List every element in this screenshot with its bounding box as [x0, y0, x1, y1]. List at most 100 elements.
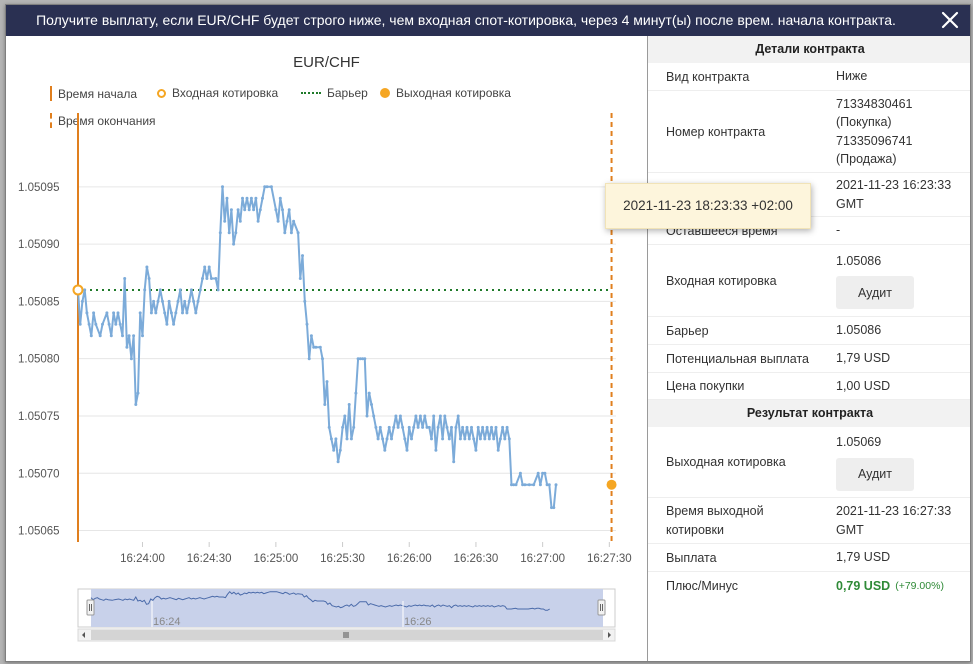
x-tick-label: 16:24:00 — [120, 553, 165, 565]
price-point — [463, 437, 467, 441]
price-point — [214, 277, 218, 280]
price-point — [152, 299, 156, 303]
price-point — [385, 437, 389, 441]
scroll-left-icon[interactable] — [82, 632, 85, 638]
price-point — [178, 288, 182, 292]
row-contract-id: Номер контракта 71334830461 (Покупка) 71… — [648, 91, 970, 173]
price-point — [361, 357, 365, 361]
price-point — [187, 299, 191, 303]
price-point — [314, 345, 318, 349]
legend-start-time[interactable]: Время начала — [50, 86, 137, 101]
start-time-line-icon — [50, 86, 52, 101]
y-tick-label: 1.05090 — [18, 239, 60, 251]
contract-id-sell: 71335096741 — [836, 133, 913, 148]
legend-label: Барьер — [327, 86, 368, 100]
price-point — [554, 483, 558, 487]
price-point — [134, 403, 138, 406]
price-point — [296, 231, 300, 235]
price-point — [401, 425, 405, 429]
price-point — [550, 506, 553, 510]
row-contract-type: Вид контракта Ниже — [648, 63, 970, 91]
price-point — [225, 196, 229, 200]
scroll-right-icon[interactable] — [608, 632, 611, 638]
dialog-titlebar: Получите выплату, если EUR/CHF будет стр… — [6, 5, 970, 36]
entry-spot-label: Входная котировка — [666, 273, 777, 288]
price-point — [309, 334, 313, 338]
price-point — [269, 185, 273, 189]
price-point — [452, 460, 456, 464]
chart-navigator[interactable]: 16:24 16:26 — [6, 581, 647, 651]
entry-spot-audit-button[interactable]: Аудит — [836, 276, 914, 310]
price-point — [545, 483, 549, 487]
price-point — [501, 425, 505, 429]
price-point — [470, 425, 473, 429]
y-tick-label: 1.05085 — [18, 296, 60, 308]
price-point — [221, 185, 224, 189]
x-tick-label: 16:26:00 — [387, 553, 432, 565]
price-point — [92, 311, 96, 315]
price-point — [252, 208, 256, 212]
result-header: Результат контракта — [648, 400, 970, 427]
price-point — [161, 299, 164, 303]
navigator-selection[interactable] — [91, 589, 603, 627]
price-point — [149, 311, 153, 315]
contract-type-label: Вид контракта — [666, 69, 750, 84]
price-point — [414, 414, 418, 418]
contract-id-buy-note: (Покупка) — [836, 115, 892, 129]
price-point — [372, 414, 376, 418]
exit-spot-time-label-line2: котировки — [666, 522, 724, 537]
navigator-right-handle[interactable] — [597, 599, 606, 616]
price-point — [183, 299, 187, 303]
price-point — [236, 208, 240, 212]
price-point — [512, 483, 516, 487]
barrier-label: Барьер — [666, 323, 709, 338]
price-point — [176, 299, 180, 303]
price-point — [505, 425, 509, 429]
contract-id-label: Номер контракта — [666, 124, 766, 139]
price-point — [434, 448, 438, 452]
price-point — [234, 231, 238, 235]
legend-entry-spot[interactable]: Входная котировка — [157, 86, 278, 100]
scrollbar-thumb[interactable] — [91, 630, 603, 640]
profit-loss-label: Плюс/Минус — [666, 579, 739, 593]
price-point — [127, 334, 131, 338]
price-point — [532, 483, 536, 487]
contract-type-value: Ниже — [836, 69, 868, 84]
chart-title: EUR/CHF — [293, 54, 360, 71]
price-point — [323, 403, 327, 406]
legend-exit-spot[interactable]: Выходная котировка — [380, 86, 511, 100]
price-point — [367, 391, 371, 395]
price-point — [474, 448, 478, 452]
navigator-left-handle[interactable] — [86, 599, 95, 616]
price-point — [392, 425, 396, 429]
y-tick-label: 1.05075 — [18, 411, 60, 423]
price-point — [121, 334, 124, 338]
price-point — [132, 334, 136, 338]
price-point — [116, 311, 120, 315]
close-icon[interactable] — [938, 8, 962, 32]
legend-label: Выходная котировка — [396, 86, 511, 100]
navigator-label: 16:24 — [153, 616, 181, 628]
dialog-title: Получите выплату, если EUR/CHF будет стр… — [36, 12, 896, 28]
price-point — [541, 471, 545, 475]
price-point — [321, 357, 324, 361]
price-chart[interactable]: 1.05065 1.05070 1.05075 1.05080 1.05085 1.050… — [6, 36, 647, 566]
price-point — [174, 311, 178, 315]
legend-barrier[interactable]: Барьер — [301, 86, 368, 100]
exit-spot-audit-button[interactable]: Аудит — [836, 457, 914, 491]
contract-id-sell-note: (Продажа) — [836, 152, 897, 166]
contract-dialog: Получите выплату, если EUR/CHF будет стр… — [5, 4, 971, 662]
price-point — [249, 196, 253, 200]
price-point — [181, 311, 184, 315]
contract-id-buy: 71334830461 — [836, 96, 913, 111]
barrier-line-icon — [301, 92, 321, 94]
legend-end-time[interactable]: Время окончания — [50, 113, 156, 128]
price-point — [441, 437, 445, 441]
row-profit-loss: Плюс/Минус 0,79 USD (+79.00%) — [648, 572, 970, 600]
price-point — [514, 483, 518, 487]
price-point — [407, 425, 411, 429]
price-point — [247, 208, 251, 212]
price-point — [163, 311, 167, 315]
price-point — [467, 437, 471, 441]
exit-spot-time-value: 2021-11-23 16:27:33 — [836, 504, 952, 518]
